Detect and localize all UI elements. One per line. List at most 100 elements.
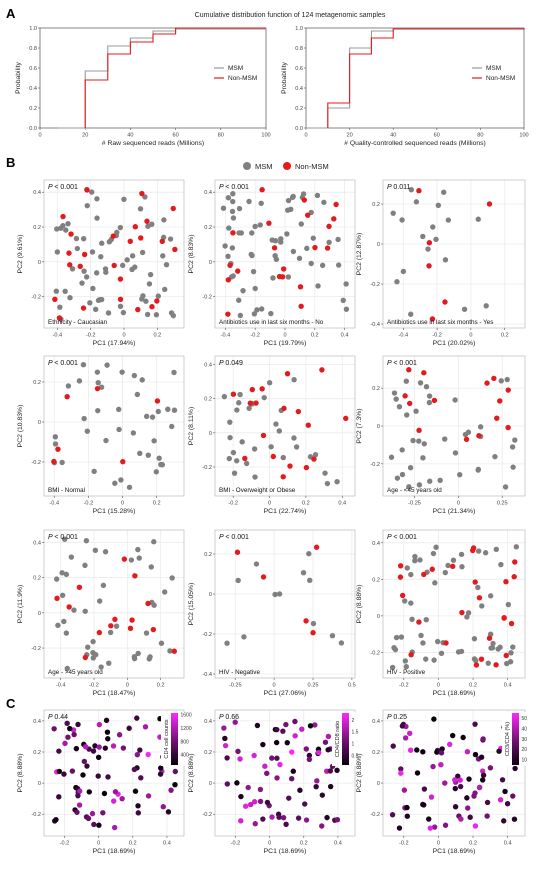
msm-point <box>52 434 58 440</box>
msm-point <box>482 550 489 556</box>
non-msm-point <box>67 262 73 268</box>
sample-point <box>496 748 502 754</box>
msm-point <box>322 470 328 476</box>
msm-point <box>85 644 91 650</box>
non-msm-point <box>505 387 511 393</box>
sample-point <box>172 781 178 788</box>
non-msm-point <box>305 422 311 428</box>
msm-point <box>107 629 114 636</box>
msm-point <box>252 223 258 230</box>
msm-point <box>241 634 247 640</box>
colorbar-tick-label: 1.5 <box>352 730 359 736</box>
msm-point <box>143 630 150 636</box>
sample-point <box>75 792 81 799</box>
sample-point <box>92 743 98 749</box>
msm-point <box>98 384 105 390</box>
plot-background <box>383 530 525 678</box>
msm-point <box>83 274 90 280</box>
sample-point <box>327 768 334 774</box>
non-msm-point <box>421 571 427 578</box>
x-tick-label: -0.2 <box>86 333 96 339</box>
msm-point <box>95 297 102 304</box>
msm-point <box>98 664 104 670</box>
msm-point <box>300 191 307 197</box>
msm-point <box>79 280 85 286</box>
msm-point <box>96 598 103 604</box>
plot-frame <box>305 27 525 129</box>
non-msm-point <box>408 652 414 658</box>
x-tick-label: 0.4 <box>504 683 512 689</box>
msm-point <box>155 408 161 415</box>
x-axis-label: PC1 (18.69%) <box>264 848 307 855</box>
msm-point <box>404 565 410 571</box>
sample-point <box>297 787 303 793</box>
x-tick-label: 0 <box>437 841 440 847</box>
msm-point <box>92 547 99 554</box>
x-tick-label: -0.4 <box>398 333 408 339</box>
msm-point <box>308 260 314 267</box>
y-tick-label: -0.2 <box>31 460 41 466</box>
non-msm-point <box>234 549 241 555</box>
msm-point <box>509 444 516 450</box>
msm-point <box>475 584 481 591</box>
colorbar <box>342 713 349 765</box>
msm-point <box>442 257 449 263</box>
msm-point <box>465 610 472 616</box>
non-msm-point <box>82 654 89 661</box>
sample-point <box>105 736 111 742</box>
msm-point <box>158 461 164 468</box>
non-msm-point <box>280 266 287 272</box>
sample-point <box>292 718 298 725</box>
msm-point <box>319 262 326 269</box>
y-axis-label: PC2 (8.88%) <box>356 754 363 793</box>
x-tick-label: 0.2 <box>311 333 319 339</box>
msm-point <box>116 426 122 433</box>
x-tick-label: 0.2 <box>469 841 477 847</box>
msm-point <box>220 205 227 211</box>
msm-point <box>508 650 514 656</box>
msm-point <box>394 279 400 285</box>
non-msm-point <box>324 245 331 251</box>
sample-point <box>480 736 486 742</box>
non-msm-point <box>171 648 177 654</box>
sample-point <box>134 715 140 721</box>
non-msm-point <box>416 427 422 434</box>
non-msm-point <box>117 296 124 302</box>
p-value-label: P 0.44 <box>48 714 68 721</box>
non-msm-point <box>298 303 304 309</box>
sample-point <box>316 750 322 756</box>
non-msm-point <box>486 201 493 207</box>
msm-point <box>171 369 177 376</box>
sample-point <box>401 787 408 793</box>
colorbar-tick-label: 1600 <box>181 712 192 718</box>
msm-point <box>161 589 168 595</box>
subset-annotation: BMI - Overweight or Obese <box>219 487 296 494</box>
sample-point <box>487 765 494 771</box>
x-axis-label: PC1 (15.28%) <box>93 508 136 515</box>
non-msm-point <box>331 216 337 222</box>
msm-point <box>250 268 257 275</box>
sample-point <box>90 748 97 754</box>
subset-annotation: Ethnicity - Caucasian <box>48 319 108 326</box>
sample-point <box>56 768 63 775</box>
msm-point <box>458 551 465 558</box>
y-axis-label: PC2 (15.05%) <box>188 583 195 626</box>
msm-point <box>59 592 66 599</box>
msm-point <box>151 438 157 444</box>
msm-point <box>272 591 278 598</box>
msm-point <box>493 546 499 553</box>
sample-point <box>324 814 330 821</box>
x-tick-label: 0.4 <box>504 841 512 847</box>
p-symbol: P <box>219 534 225 541</box>
x-tick-label: 40 <box>390 133 396 139</box>
p-value: 0.44 <box>54 714 68 721</box>
msm-point <box>73 235 80 242</box>
sample-point <box>62 740 68 747</box>
non-msm-point <box>249 386 256 393</box>
p-value: < 0.001 <box>393 534 417 541</box>
msm-point <box>398 634 405 640</box>
sample-point <box>137 747 143 753</box>
sample-point <box>427 825 433 831</box>
msm-point <box>404 412 410 418</box>
sample-point <box>414 770 421 776</box>
